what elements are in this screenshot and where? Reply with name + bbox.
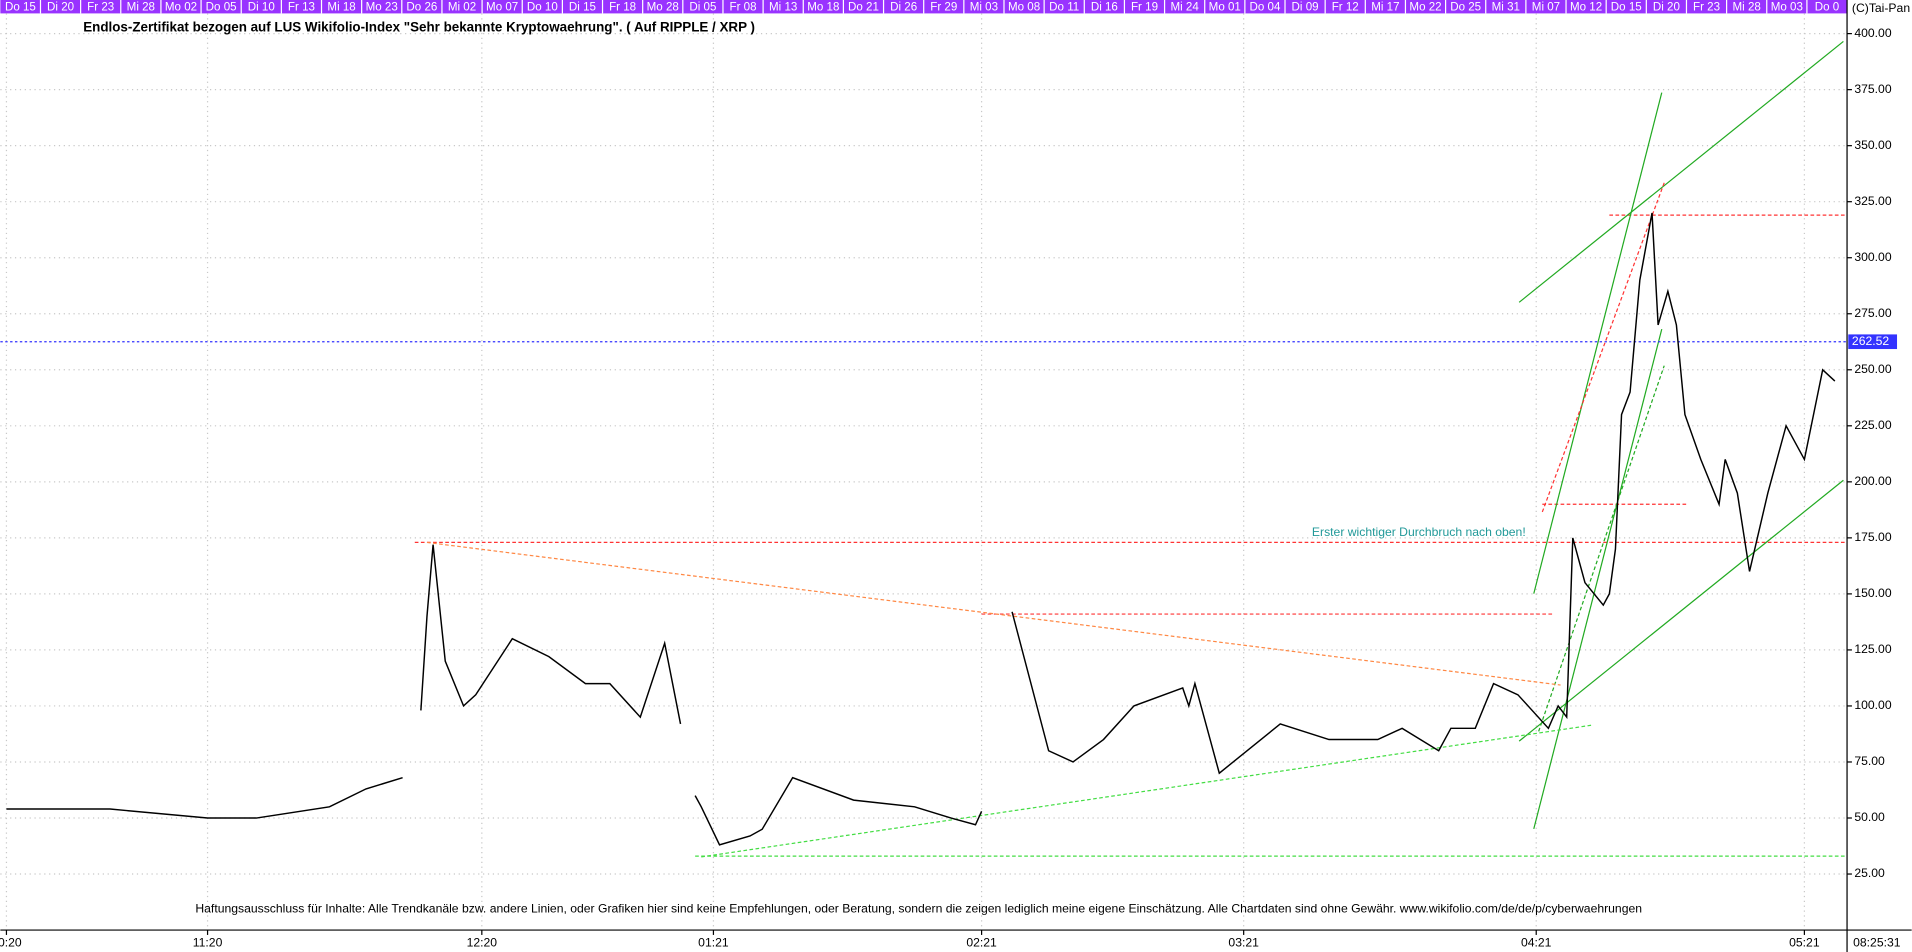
price-line: [6, 212, 1836, 846]
date-label: Mi 02: [448, 1, 476, 13]
date-label: Mo 23: [366, 1, 398, 13]
date-label: Fr 12: [1332, 1, 1359, 13]
date-label: Do 04: [1249, 1, 1280, 13]
date-label: Mi 31: [1492, 1, 1520, 13]
y-tick-label: 75.00: [1854, 754, 1885, 768]
y-tick-label: 125.00: [1854, 642, 1891, 656]
date-label: Do 10: [527, 1, 558, 13]
date-label: Mi 17: [1371, 1, 1399, 13]
y-tick-label: 275.00: [1854, 306, 1891, 320]
x-tick-label: 01:21: [698, 936, 729, 950]
date-label: Mi 18: [327, 1, 355, 13]
date-label: Mo 08: [1008, 1, 1040, 13]
date-label: Mi 13: [769, 1, 797, 13]
trend-lines: [426, 40, 1844, 858]
x-tick-label: 02:21: [966, 936, 997, 950]
y-tick-label: 375.00: [1854, 82, 1891, 96]
trend-line: [426, 541, 1561, 686]
date-label: Mo 28: [647, 1, 679, 13]
trend-line: [1518, 479, 1844, 742]
date-label: Mo 12: [1570, 1, 1602, 13]
y-tick-label: 50.00: [1854, 810, 1885, 824]
date-label: Mi 24: [1170, 1, 1199, 13]
x-tick-label: 11:20: [193, 936, 223, 950]
date-label: Fr 19: [1131, 1, 1158, 13]
date-label: Di 26: [890, 1, 917, 13]
trend-line: [1538, 365, 1665, 732]
current-price-label: 262.52: [1852, 334, 1889, 348]
date-label: Mi 28: [127, 1, 155, 13]
date-label: Do 15: [5, 1, 36, 13]
date-label: Mo 02: [165, 1, 197, 13]
chart-title: Endlos-Zertifikat bezogen auf LUS Wikifo…: [83, 20, 755, 35]
date-label: Fr 13: [288, 1, 315, 13]
x-tick-label: 05:21: [1789, 936, 1820, 950]
date-label: Fr 08: [730, 1, 757, 13]
date-label: Di 20: [47, 1, 74, 13]
x-tick-label: 04:21: [1521, 936, 1552, 950]
date-label: Do 25: [1450, 1, 1481, 13]
y-tick-label: 400.00: [1854, 26, 1891, 40]
trend-line: [1533, 92, 1663, 594]
date-label: Mo 18: [807, 1, 839, 13]
date-label: Fr 23: [87, 1, 114, 13]
date-label: Di 10: [248, 1, 275, 13]
y-tick-label: 175.00: [1854, 530, 1891, 544]
y-tick-label: 225.00: [1854, 418, 1891, 432]
date-label: Mo 22: [1409, 1, 1441, 13]
date-label: Mo 03: [1771, 1, 1803, 13]
y-tick-label: 350.00: [1854, 138, 1891, 152]
date-label: Di 09: [1292, 1, 1319, 13]
date-label: Do 26: [406, 1, 437, 13]
date-label: Di 20: [1653, 1, 1680, 13]
date-label: Mi 28: [1733, 1, 1761, 13]
date-label: Mi 03: [970, 1, 998, 13]
current-price-box: [1848, 334, 1898, 350]
x-tick-label: 03:21: [1228, 936, 1259, 950]
date-label: Fr 18: [609, 1, 636, 13]
y-tick-label: 100.00: [1854, 698, 1891, 712]
y-tick-label: 150.00: [1854, 586, 1891, 600]
date-label: Mo 07: [486, 1, 518, 13]
time-label: 08:25:31: [1853, 936, 1901, 950]
date-label: Mi 07: [1532, 1, 1560, 13]
date-label: Do 15: [1611, 1, 1642, 13]
trend-line: [1533, 328, 1663, 830]
date-label: Mo 01: [1209, 1, 1241, 13]
date-label: Fr 29: [930, 1, 957, 13]
date-label: Do 11: [1049, 1, 1079, 13]
date-label: Di 16: [1091, 1, 1118, 13]
date-label: Di 05: [689, 1, 716, 13]
date-label: Do 0: [1815, 1, 1839, 13]
x-tick-label: 10:20: [0, 936, 22, 950]
y-tick-label: 25.00: [1854, 866, 1885, 880]
annotation: Erster wichtiger Durchbruch nach oben!: [1312, 525, 1526, 539]
x-tick-label: 12:20: [467, 936, 498, 950]
y-tick-label: 325.00: [1854, 194, 1891, 208]
y-tick-label: 200.00: [1854, 474, 1891, 488]
y-tick-label: 300.00: [1854, 250, 1891, 264]
disclaimer: Haftungsausschluss für Inhalte: Alle Tre…: [195, 902, 1642, 916]
copyright: (C)Tai-Pan: [1852, 1, 1910, 15]
date-label: Fr 23: [1693, 1, 1720, 13]
trend-line: [1541, 182, 1665, 513]
date-label: Do 05: [206, 1, 237, 13]
date-label: Di 15: [569, 1, 596, 13]
trend-line: [1518, 40, 1844, 303]
y-tick-label: 250.00: [1854, 362, 1891, 376]
trend-line: [701, 724, 1592, 858]
date-label: Do 21: [848, 1, 879, 13]
